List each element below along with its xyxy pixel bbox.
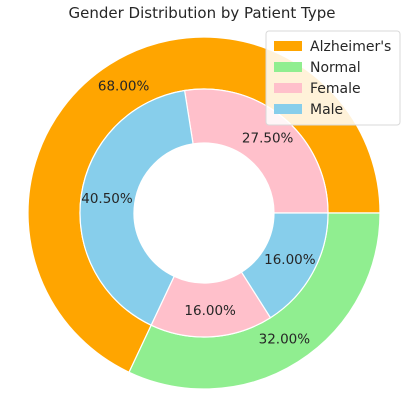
inner-slice-normal-female-percent-label: 16.00% <box>184 303 236 319</box>
outer-slice-normal-percent-label: 32.00% <box>259 332 311 348</box>
legend-label-female: Female <box>310 81 361 97</box>
chart-title: Gender Distribution by Patient Type <box>69 4 336 22</box>
percent-labels: 68.00% 32.00% 27.50% 40.50% 16.00% 16.00% <box>81 78 316 347</box>
legend-label-normal: Normal <box>310 60 361 76</box>
inner-ring <box>79 88 329 338</box>
inner-slice-alzheimer-s-female <box>183 88 329 214</box>
legend-swatch-alzheimer-s <box>274 41 302 51</box>
legend-swatch-normal <box>274 62 302 72</box>
inner-slice-alzheimer-s-male-percent-label: 40.50% <box>81 191 133 207</box>
legend-swatch-male <box>274 104 302 114</box>
inner-slice-alzheimer-s-female-percent-label: 27.50% <box>242 130 294 146</box>
legend: Alzheimer's Normal Female Male <box>265 30 401 126</box>
inner-slice-normal-male-percent-label: 16.00% <box>264 252 316 268</box>
legend-label-male: Male <box>310 102 343 118</box>
inner-slice-normal-male <box>240 212 329 319</box>
legend-label-alzheimer-s: Alzheimer's <box>310 39 391 55</box>
legend-frame <box>265 30 401 126</box>
outer-slice-alzheimer-s-percent-label: 68.00% <box>98 78 150 94</box>
inner-slice-alzheimer-s-male <box>79 89 194 326</box>
legend-swatch-female <box>274 83 302 93</box>
